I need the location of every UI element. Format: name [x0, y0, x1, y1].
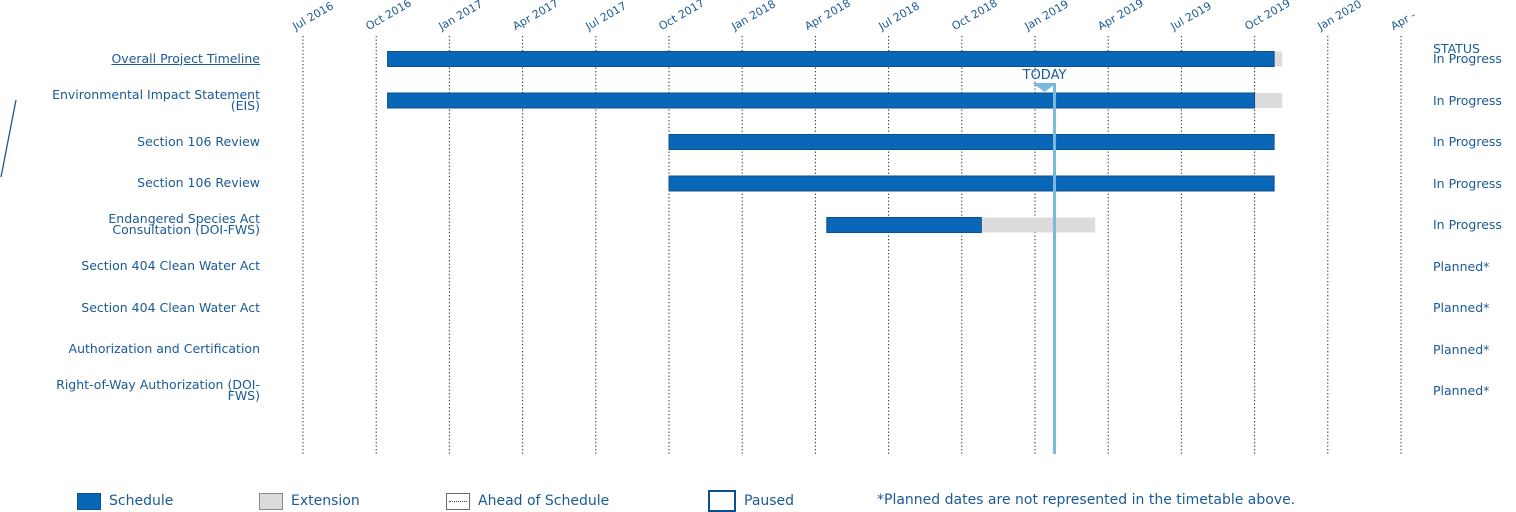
status-value: In Progress	[1433, 51, 1502, 66]
paused-swatch	[708, 490, 736, 512]
legend-ahead: Ahead of Schedule	[446, 491, 609, 511]
extension-swatch	[259, 492, 283, 510]
status-value: Planned*	[1433, 258, 1490, 274]
task-label: Endangered Species Act Consultation (DOI-…	[108, 211, 260, 237]
task-label: Environmental Impact Statement (EIS)	[52, 86, 260, 113]
legend-schedule-label: Schedule	[109, 493, 174, 509]
status-value: Planned*	[1433, 383, 1490, 398]
today-label: TODAY	[1022, 68, 1067, 83]
legend-schedule: Schedule	[77, 491, 173, 511]
extension-bar	[1274, 51, 1283, 67]
ahead-swatch	[446, 492, 470, 510]
schedule-bar	[668, 175, 1275, 192]
task-label: Section 404 Clean Water Act	[81, 299, 260, 315]
legend-extension-label: Extension	[291, 493, 360, 509]
schedule-bar	[826, 217, 982, 233]
status-value: In Progress	[1433, 217, 1502, 232]
task-label: Authorization and Certification	[68, 341, 260, 356]
task-label: Right-of-Way Authorization (DOI- FWS)	[56, 377, 260, 403]
extension-bar	[981, 217, 1096, 233]
status-column-header: STATUS	[1433, 41, 1480, 56]
task-label: Section 106 Review	[137, 133, 260, 149]
status-value: Planned*	[1433, 341, 1490, 357]
task-label[interactable]: Overall Project Timeline	[111, 50, 260, 66]
schedule-bar	[387, 51, 1275, 67]
today-marker	[1032, 83, 1057, 92]
status-value: In Progress	[1433, 175, 1502, 191]
legend-ahead-label: Ahead of Schedule	[478, 493, 610, 509]
schedule-swatch	[77, 492, 101, 510]
task-label: Section 404 Clean Water Act	[81, 258, 260, 273]
legend-paused: Paused	[708, 490, 795, 512]
task-label: Section 106 Review	[137, 175, 260, 190]
legend-extension: Extension	[259, 491, 360, 511]
status-value: In Progress	[1433, 134, 1502, 149]
schedule-bar	[387, 92, 1256, 109]
status-value: Planned*	[1433, 300, 1490, 315]
schedule-bar	[668, 134, 1275, 150]
extension-bar	[1254, 93, 1283, 108]
footnote: *Planned dates are not represented in th…	[877, 492, 1296, 508]
legend-paused-label: Paused	[744, 493, 795, 509]
status-value: In Progress	[1433, 92, 1502, 108]
connector-line	[0, 99, 17, 178]
